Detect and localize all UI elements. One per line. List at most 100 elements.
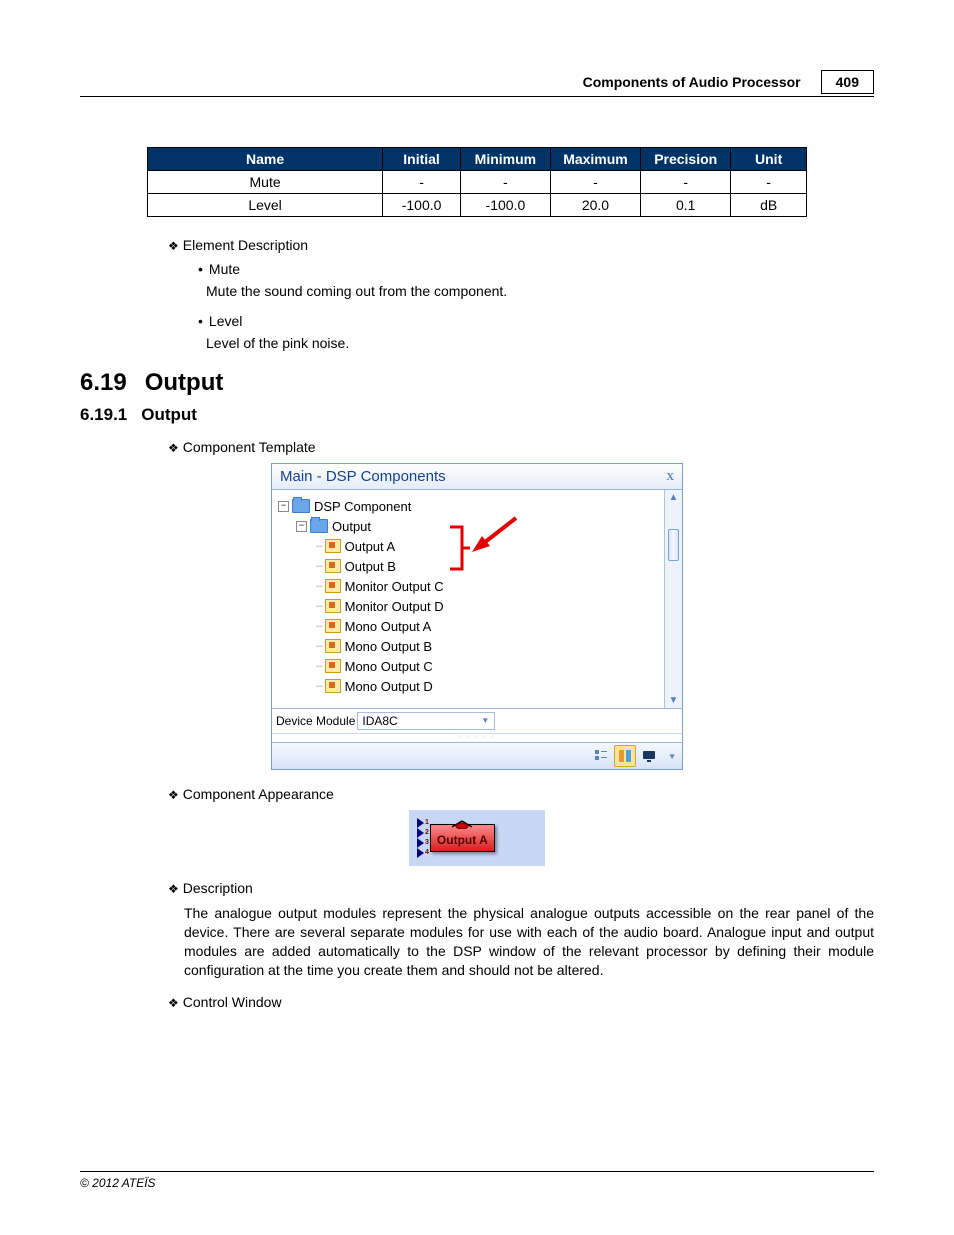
cell: -100.0 bbox=[460, 194, 550, 217]
folder-icon bbox=[310, 519, 328, 533]
port-icon bbox=[417, 838, 424, 848]
item-desc: Mute the sound coming out from the compo… bbox=[206, 283, 874, 299]
chevron-down-icon[interactable]: ▼ bbox=[478, 715, 492, 727]
component-appearance-section: Component Appearance bbox=[168, 786, 874, 802]
component-icon bbox=[325, 639, 341, 653]
tree-item[interactable]: Monitor Output D bbox=[345, 599, 444, 614]
control-window-label: Control Window bbox=[168, 994, 874, 1010]
device-module-value: IDA8C bbox=[362, 714, 397, 728]
close-icon[interactable]: x bbox=[667, 468, 675, 485]
cell: 0.1 bbox=[641, 194, 731, 217]
tree-item[interactable]: Mono Output B bbox=[345, 639, 432, 654]
cell: - bbox=[383, 171, 461, 194]
toolbar-monitor-button[interactable] bbox=[639, 746, 659, 766]
device-module-dropdown[interactable]: IDA8C ▼ bbox=[357, 712, 495, 730]
port-icon bbox=[417, 818, 424, 828]
h2-num: 6.19.1 bbox=[80, 405, 127, 425]
port-icon bbox=[417, 828, 424, 838]
component-icon bbox=[325, 559, 341, 573]
cell: - bbox=[641, 171, 731, 194]
window-titlebar: Main - DSP Components x bbox=[272, 464, 682, 490]
item-desc: Level of the pink noise. bbox=[206, 335, 874, 351]
component-icon bbox=[325, 659, 341, 673]
dsp-components-window: Main - DSP Components x − DSP Component … bbox=[271, 463, 683, 770]
scroll-down-icon[interactable]: ▼ bbox=[666, 693, 681, 708]
element-description-label: Element Description bbox=[168, 237, 874, 253]
scroll-thumb[interactable] bbox=[668, 529, 679, 561]
component-appearance-label: Component Appearance bbox=[168, 786, 874, 802]
device-module-row: Device Module IDA8C ▼ bbox=[272, 708, 682, 733]
section-heading-2: 6.19.1 Output bbox=[80, 405, 874, 425]
component-icon bbox=[325, 579, 341, 593]
description-label: Description bbox=[168, 880, 874, 896]
element-description-section: Element Description Mute Mute the sound … bbox=[168, 237, 874, 351]
description-section: Description The analogue output modules … bbox=[168, 880, 874, 1010]
table-row: Level -100.0 -100.0 20.0 0.1 dB bbox=[148, 194, 807, 217]
component-icon bbox=[325, 679, 341, 693]
col-name: Name bbox=[148, 148, 383, 171]
tree-item[interactable]: Mono Output D bbox=[345, 679, 433, 694]
component-icon bbox=[325, 619, 341, 633]
page-footer: © 2012 ATEÏS bbox=[80, 1171, 874, 1190]
component-icon bbox=[325, 599, 341, 613]
tree-view[interactable]: − DSP Component − Output ┈Output A ┈Outp… bbox=[272, 490, 664, 708]
component-template-label: Component Template bbox=[168, 439, 874, 455]
h2-title: Output bbox=[141, 405, 197, 425]
cell: 20.0 bbox=[550, 194, 640, 217]
cell: - bbox=[460, 171, 550, 194]
tree-item[interactable]: Monitor Output C bbox=[345, 579, 444, 594]
cell: Mute bbox=[148, 171, 383, 194]
scroll-up-icon[interactable]: ▲ bbox=[666, 490, 681, 505]
output-block: Output A bbox=[430, 824, 495, 852]
cell: Level bbox=[148, 194, 383, 217]
window-toolbar: ▼ bbox=[272, 742, 682, 769]
antenna-icon bbox=[448, 819, 476, 829]
window-title: Main - DSP Components bbox=[280, 468, 446, 485]
page-number: 409 bbox=[821, 70, 874, 94]
toolbar-grid-view-button[interactable] bbox=[614, 745, 636, 767]
tree-root[interactable]: DSP Component bbox=[314, 499, 411, 514]
description-text: The analogue output modules represent th… bbox=[184, 904, 874, 980]
table-header-row: Name Initial Minimum Maximum Precision U… bbox=[148, 148, 807, 171]
h1-num: 6.19 bbox=[80, 369, 127, 397]
cell: -100.0 bbox=[383, 194, 461, 217]
collapse-toggle-icon[interactable]: − bbox=[278, 501, 289, 512]
collapse-toggle-icon[interactable]: − bbox=[296, 521, 307, 532]
parameters-table: Name Initial Minimum Maximum Precision U… bbox=[147, 147, 807, 217]
header-title: Components of Audio Processor bbox=[583, 74, 801, 90]
col-maximum: Maximum bbox=[550, 148, 640, 171]
component-icon bbox=[325, 539, 341, 553]
input-ports bbox=[417, 818, 424, 858]
page: Components of Audio Processor 409 Name I… bbox=[0, 0, 954, 1235]
tree-item[interactable]: Output B bbox=[345, 559, 396, 574]
resize-grip-icon[interactable]: · · · · · bbox=[272, 733, 682, 742]
item-name: Level bbox=[198, 313, 874, 329]
h1-title: Output bbox=[145, 369, 224, 397]
cell: - bbox=[731, 171, 807, 194]
section-heading-1: 6.19 Output bbox=[80, 369, 874, 397]
vertical-scrollbar[interactable]: ▲ ▼ bbox=[664, 490, 682, 708]
copyright: © 2012 ATEÏS bbox=[80, 1176, 156, 1190]
port-numbers: 1234 bbox=[425, 818, 429, 858]
page-header: Components of Audio Processor 409 bbox=[80, 70, 874, 97]
tree-folder[interactable]: Output bbox=[332, 519, 371, 534]
col-unit: Unit bbox=[731, 148, 807, 171]
toolbar-dropdown-icon[interactable]: ▼ bbox=[668, 752, 676, 761]
toolbar-list-view-button[interactable] bbox=[591, 746, 611, 766]
col-precision: Precision bbox=[641, 148, 731, 171]
tree-item[interactable]: Mono Output A bbox=[345, 619, 432, 634]
block-label: Output A bbox=[437, 833, 488, 847]
component-appearance-figure: 1234 Output A bbox=[409, 810, 545, 866]
col-minimum: Minimum bbox=[460, 148, 550, 171]
table-row: Mute - - - - - bbox=[148, 171, 807, 194]
cell: - bbox=[550, 171, 640, 194]
col-initial: Initial bbox=[383, 148, 461, 171]
tree-item[interactable]: Output A bbox=[345, 539, 396, 554]
component-template-section: Component Template bbox=[168, 439, 874, 455]
cell: dB bbox=[731, 194, 807, 217]
device-module-label: Device Module bbox=[276, 714, 355, 728]
item-name: Mute bbox=[198, 261, 874, 277]
port-icon bbox=[417, 848, 424, 858]
tree-item[interactable]: Mono Output C bbox=[345, 659, 433, 674]
folder-icon bbox=[292, 499, 310, 513]
